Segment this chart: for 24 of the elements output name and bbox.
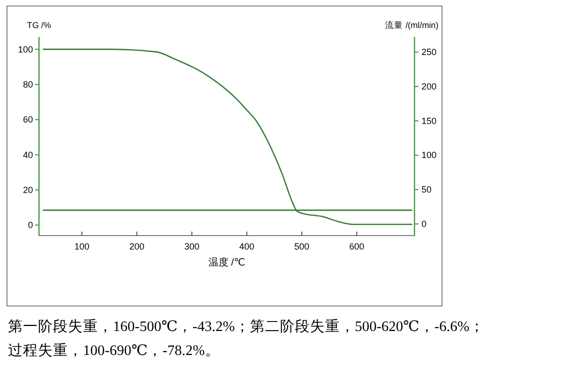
line-series <box>42 48 412 225</box>
y2-axis-title: 流量 /(ml/min) <box>385 20 439 30</box>
y-tick-label: 60 <box>22 114 33 125</box>
text: 第一阶段失重，160-500℃，-43.2%；第二阶段失重，500-620℃，-6.6%； <box>8 318 484 335</box>
y2-tick-label: 250 <box>422 47 437 58</box>
y-tick-label: 40 <box>22 150 33 160</box>
y-tick-label: 0 <box>28 220 33 230</box>
y-tick-label: 80 <box>22 79 33 90</box>
text: 过程失重，100-690℃，-78.2%。 <box>8 342 220 359</box>
y2-tick-label: 100 <box>422 150 437 160</box>
y2-tick-label: 50 <box>422 184 432 195</box>
x-tick-label: 400 <box>239 242 254 252</box>
y-tick-label: 100 <box>18 44 33 54</box>
y2-tick-label: 150 <box>422 116 437 126</box>
x-axis-title: 温度 /℃ <box>208 256 246 269</box>
x-tick-label: 100 <box>74 242 90 252</box>
y-axis-title: TG /% <box>27 20 52 30</box>
x-tick-label: 300 <box>184 242 200 252</box>
y2-tick-label: 0 <box>422 218 427 229</box>
y2-tick-label: 200 <box>422 81 437 92</box>
y-tick-label: 20 <box>22 184 33 195</box>
x-tick-label: 500 <box>294 242 310 252</box>
x-tick-label: 600 <box>349 242 364 252</box>
x-tick-label: 200 <box>129 242 144 252</box>
